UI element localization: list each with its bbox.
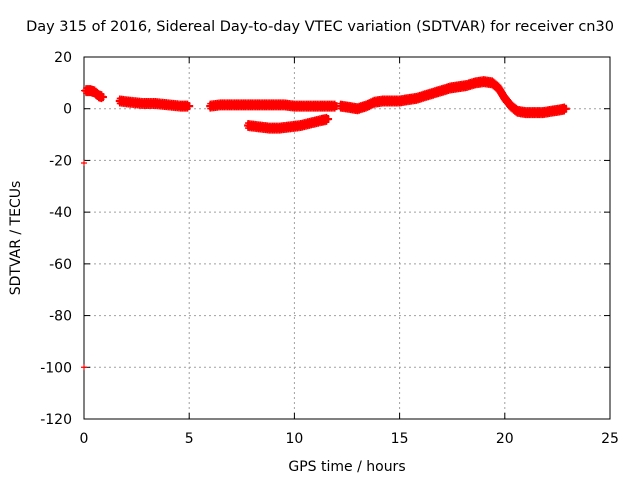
data-point-marker xyxy=(81,160,87,167)
y-tick-label: -120 xyxy=(40,412,72,428)
data-point-marker xyxy=(561,104,570,113)
x-tick-label: 15 xyxy=(391,431,409,447)
y-tick-label: -80 xyxy=(49,309,72,325)
x-tick-labels: 0 5 10 15 20 25 xyxy=(80,431,619,447)
y-tick-labels: 20 0 -20 -40 -60 -80 -100 -120 xyxy=(40,50,72,428)
data-point-marker xyxy=(98,93,107,102)
chart-title: Day 315 of 2016, Sidereal Day-to-day VTE… xyxy=(26,19,614,35)
data-points xyxy=(81,76,570,371)
data-point-marker xyxy=(185,102,194,111)
x-tick-label: 20 xyxy=(496,431,514,447)
x-tick-label: 0 xyxy=(80,431,89,447)
plot-frame xyxy=(83,56,611,420)
y-tick-label: -100 xyxy=(40,360,72,376)
x-tick-label: 25 xyxy=(601,431,619,447)
y-axis-label: SDTVAR / TECUs xyxy=(8,181,24,296)
x-axis-label: GPS time / hours xyxy=(288,459,405,475)
x-tick-label: 10 xyxy=(285,431,303,447)
x-tick-label: 5 xyxy=(185,431,194,447)
y-tick-label: 20 xyxy=(54,50,72,66)
y-tick-label: -60 xyxy=(49,257,72,273)
y-tick-label: 0 xyxy=(63,102,72,118)
data-point-marker xyxy=(81,364,87,371)
y-tick-label: -20 xyxy=(49,153,72,169)
y-tick-label: -40 xyxy=(49,205,72,221)
data-point-marker xyxy=(324,115,333,124)
grid-lines xyxy=(84,57,610,419)
